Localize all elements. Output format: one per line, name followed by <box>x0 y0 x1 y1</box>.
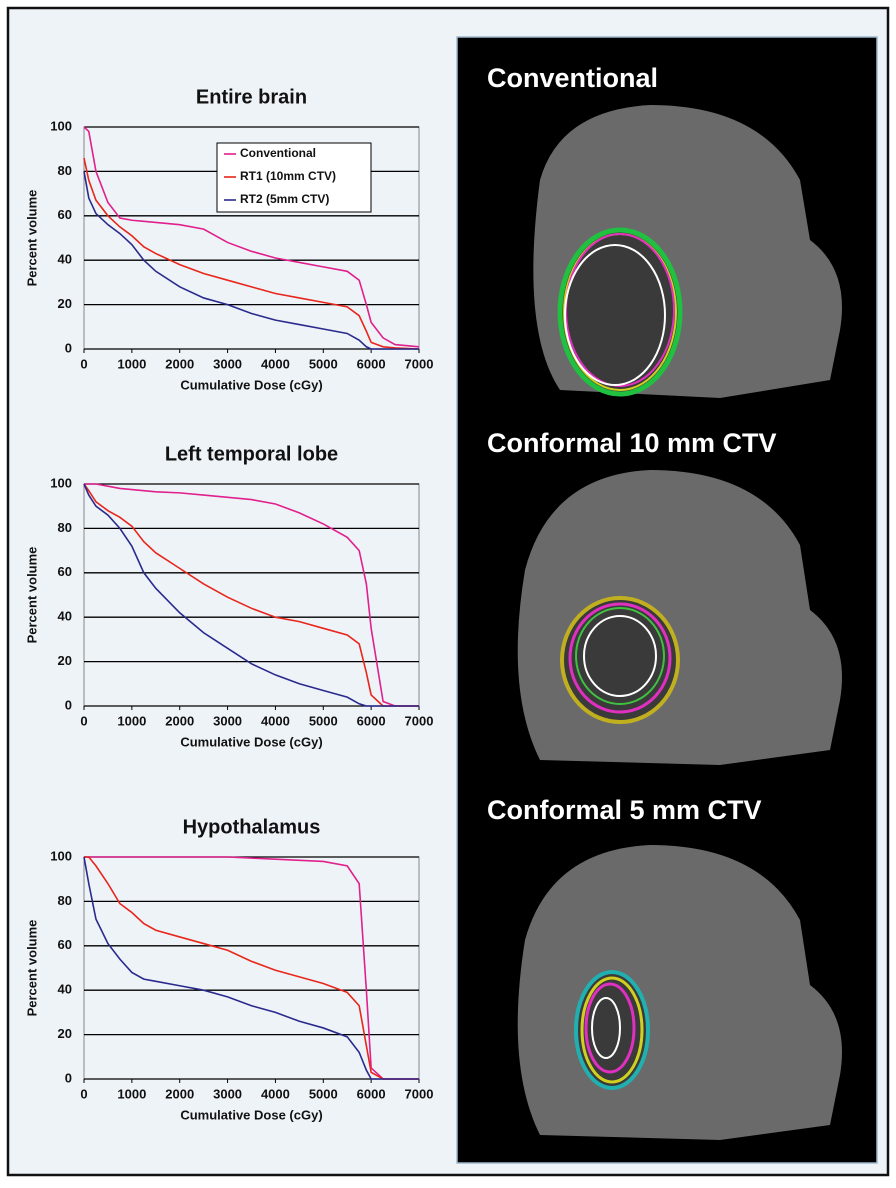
y-axis-label: Percent volume <box>24 920 39 1017</box>
y-axis-label: Percent volume <box>24 547 39 644</box>
chart-title: Left temporal lobe <box>165 443 338 465</box>
figure: Conventional Conformal 10 mm CTV Conform… <box>0 0 896 1183</box>
y-tick-label: 100 <box>50 848 72 863</box>
y-tick-label: 40 <box>58 982 72 997</box>
x-tick-label: 2000 <box>165 356 194 371</box>
y-tick-label: 20 <box>58 296 72 311</box>
x-tick-label: 0 <box>80 713 87 728</box>
x-tick-label: 6000 <box>357 356 386 371</box>
chart-title: Hypothalamus <box>183 816 321 838</box>
x-tick-label: 1000 <box>117 713 146 728</box>
y-tick-label: 80 <box>58 163 72 178</box>
x-tick-label: 4000 <box>261 1086 290 1101</box>
x-tick-label: 2000 <box>165 713 194 728</box>
y-tick-label: 60 <box>58 564 72 579</box>
y-tick-label: 40 <box>58 609 72 624</box>
y-tick-label: 80 <box>58 520 72 535</box>
x-axis-label: Cumulative Dose (cGy) <box>180 377 322 392</box>
y-tick-label: 100 <box>50 475 72 490</box>
x-axis-label: Cumulative Dose (cGy) <box>180 734 322 749</box>
x-tick-label: 1000 <box>117 1086 146 1101</box>
image-caption: Conventional <box>487 63 658 93</box>
x-tick-label: 1000 <box>117 356 146 371</box>
y-tick-label: 60 <box>58 937 72 952</box>
legend-label: RT2 (5mm CTV) <box>240 192 329 206</box>
x-tick-label: 4000 <box>261 713 290 728</box>
y-tick-label: 20 <box>58 653 72 668</box>
image-caption: Conformal 5 mm CTV <box>487 795 762 825</box>
x-tick-label: 0 <box>80 356 87 371</box>
x-axis-label: Cumulative Dose (cGy) <box>180 1107 322 1122</box>
x-tick-label: 3000 <box>213 713 242 728</box>
image-panel: Conventional Conformal 10 mm CTV Conform… <box>457 37 877 1163</box>
x-tick-label: 5000 <box>309 1086 338 1101</box>
y-tick-label: 40 <box>58 252 72 267</box>
y-tick-label: 20 <box>58 1026 72 1041</box>
y-tick-label: 0 <box>65 697 72 712</box>
y-axis-label: Percent volume <box>24 190 39 287</box>
x-tick-label: 6000 <box>357 1086 386 1101</box>
y-tick-label: 0 <box>65 1070 72 1085</box>
image-caption: Conformal 10 mm CTV <box>487 428 777 458</box>
y-tick-label: 60 <box>58 207 72 222</box>
y-tick-label: 0 <box>65 340 72 355</box>
x-tick-label: 6000 <box>357 713 386 728</box>
x-tick-label: 7000 <box>405 1086 434 1101</box>
legend-label: Conventional <box>240 146 316 160</box>
x-tick-label: 0 <box>80 1086 87 1101</box>
x-tick-label: 2000 <box>165 1086 194 1101</box>
y-tick-label: 100 <box>50 118 72 133</box>
x-tick-label: 5000 <box>309 356 338 371</box>
x-tick-label: 7000 <box>405 356 434 371</box>
x-tick-label: 5000 <box>309 713 338 728</box>
x-tick-label: 3000 <box>213 1086 242 1101</box>
x-tick-label: 3000 <box>213 356 242 371</box>
chart-title: Entire brain <box>196 86 307 108</box>
legend-label: RT1 (10mm CTV) <box>240 169 336 183</box>
y-tick-label: 80 <box>58 893 72 908</box>
x-tick-label: 7000 <box>405 713 434 728</box>
x-tick-label: 4000 <box>261 356 290 371</box>
